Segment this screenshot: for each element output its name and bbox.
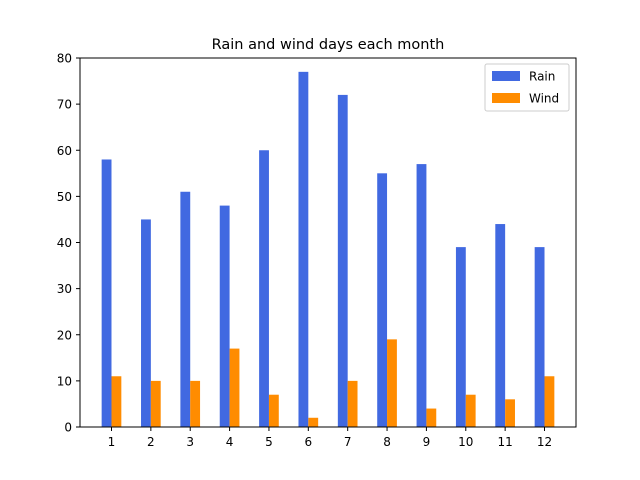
bar-wind-3 — [190, 380, 201, 428]
x-tick-label: 9 — [423, 435, 431, 449]
legend-swatch-rain — [492, 71, 520, 81]
y-tick-label: 30 — [57, 282, 72, 296]
x-tick-label: 7 — [344, 435, 352, 449]
bar-wind-12 — [544, 376, 555, 427]
y-tick-label: 70 — [57, 98, 72, 112]
x-tick-label: 4 — [226, 435, 234, 449]
x-tick-label: 11 — [498, 435, 513, 449]
x-axis: 1 2 3 4 5 6 7 8 9 10 11 12 — [108, 427, 552, 449]
bar-rain-4 — [219, 205, 230, 427]
bar-rain-12 — [534, 247, 545, 427]
x-tick-label: 1 — [108, 435, 116, 449]
x-tick-label: 3 — [186, 435, 194, 449]
legend-swatch-wind — [492, 93, 520, 103]
x-tick-label: 12 — [537, 435, 552, 449]
y-tick-label: 60 — [57, 144, 72, 158]
y-tick-label: 0 — [64, 421, 72, 435]
x-tick-label: 10 — [458, 435, 473, 449]
y-axis: 0 10 20 30 40 50 60 70 80 — [57, 52, 80, 435]
y-tick-label: 20 — [57, 328, 72, 342]
bar-wind-10 — [465, 394, 476, 427]
bar-rain-5 — [259, 150, 269, 427]
y-tick-label: 80 — [57, 52, 72, 66]
y-tick-label: 10 — [57, 374, 72, 388]
x-tick-label: 2 — [147, 435, 155, 449]
bar-rain-9 — [416, 164, 427, 427]
chart-title: Rain and wind days each month — [212, 37, 445, 53]
x-tick-label: 6 — [304, 435, 312, 449]
bar-rain-1 — [101, 159, 112, 428]
bar-wind-5 — [268, 394, 279, 427]
y-tick-label: 40 — [57, 236, 72, 250]
bar-wind-2 — [150, 380, 161, 428]
bar-wind-11 — [505, 399, 515, 427]
plot-frame — [79, 57, 577, 428]
bar-wind-7 — [347, 380, 358, 428]
bar-wind-9 — [426, 408, 437, 427]
bar-rain-6 — [298, 71, 309, 427]
bar-rain-10 — [455, 247, 466, 427]
legend-label-wind: Wind — [529, 92, 559, 106]
legend-label-rain: Rain — [529, 70, 555, 84]
x-tick-label: 8 — [383, 435, 391, 449]
bar-wind-1 — [111, 376, 122, 427]
bar-wind-6 — [308, 417, 319, 427]
bar-rain-3 — [180, 191, 191, 427]
x-tick-label: 5 — [265, 435, 273, 449]
bar-rain-7 — [337, 94, 348, 428]
bar-wind-8 — [387, 339, 397, 427]
bar-wind-4 — [229, 348, 240, 427]
y-tick-label: 50 — [57, 190, 72, 204]
bar-rain-8 — [377, 173, 388, 427]
bar-rain-2 — [141, 219, 151, 427]
bars-layer — [101, 71, 555, 428]
bar-rain-11 — [495, 224, 506, 427]
legend: Rain Wind — [484, 63, 570, 112]
